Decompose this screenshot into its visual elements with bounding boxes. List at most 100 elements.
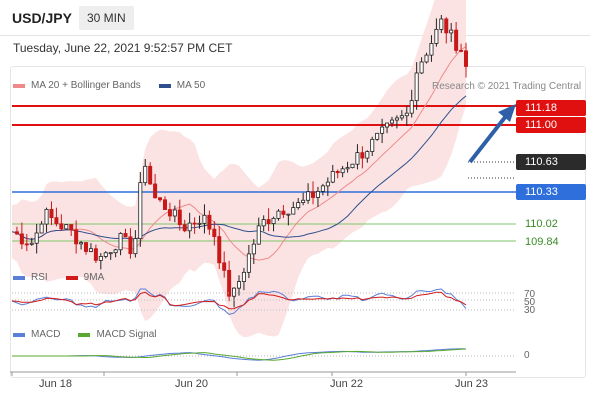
chart-datetime: Tuesday, June 22, 2021 9:52:57 PM CET	[13, 41, 233, 55]
candle-body	[301, 199, 306, 203]
candle-body	[113, 249, 118, 254]
candle-body	[153, 183, 158, 199]
ma20-line	[11, 46, 467, 261]
rsi-ma-label: 9MA	[83, 272, 105, 283]
candle-body	[320, 185, 325, 192]
candle-body	[108, 252, 113, 255]
x-label-jun18: Jun 18	[39, 378, 73, 390]
ma50-line	[11, 95, 467, 240]
resistance-2-tag: 111.18	[516, 100, 586, 116]
x-label-jun22: Jun 22	[330, 378, 364, 390]
top-bar: USD/JPY 30 MIN	[0, 0, 590, 36]
candle-body	[197, 222, 202, 225]
macd-label: MACD	[31, 329, 61, 340]
candle-body	[389, 119, 394, 124]
rsi-tick-30: 30	[524, 305, 536, 316]
candle-body	[148, 165, 153, 185]
candle-body	[158, 197, 163, 201]
candlesticks	[14, 14, 468, 308]
rsi-swatch	[13, 275, 25, 280]
moving-averages	[11, 46, 467, 261]
candle-body	[246, 253, 251, 273]
macd-line	[12, 348, 467, 361]
current-price-tag: 110.63	[516, 154, 586, 170]
candle-body	[350, 163, 355, 169]
rsi-label: RSI	[31, 272, 48, 283]
candle-body	[463, 50, 468, 67]
candle-body	[385, 122, 390, 128]
rsi-tick-50: 50	[524, 297, 536, 308]
candle-body	[232, 287, 237, 297]
support-2-label: 109.84	[525, 236, 559, 248]
candle-body	[88, 248, 93, 252]
candle-body	[236, 281, 241, 289]
rsi-plot	[11, 288, 516, 315]
candle-body	[296, 202, 301, 209]
candle-body	[449, 29, 454, 34]
candle-body	[399, 115, 404, 119]
candle-body	[276, 210, 281, 219]
candle-body	[207, 214, 212, 230]
candle-body	[143, 165, 148, 184]
candle-body	[261, 219, 266, 227]
pair-title: USD/JPY	[12, 10, 72, 26]
candle-body	[281, 210, 286, 215]
candle-body	[98, 256, 103, 261]
candle-body	[84, 242, 89, 252]
candle-body	[291, 207, 296, 215]
x-label-jun23: Jun 23	[455, 378, 489, 390]
candle-body	[34, 232, 39, 244]
ma20-label: MA 20 + Bollinger Bands	[31, 80, 141, 91]
bollinger-bands	[12, 0, 466, 338]
ma20-swatch	[13, 83, 25, 88]
candle-body	[394, 117, 399, 121]
price-legend: MA 20 + Bollinger Bands MA 50	[13, 80, 223, 91]
candle-body	[167, 209, 172, 217]
candle-body	[271, 217, 276, 224]
candle-body	[414, 72, 419, 102]
candle-body	[256, 225, 261, 245]
bollinger-band-fill	[12, 0, 466, 338]
candle-body	[93, 248, 98, 261]
candle-body	[335, 171, 340, 174]
macd-signal-swatch	[78, 332, 91, 337]
candle-body	[251, 243, 256, 255]
candle-body	[409, 100, 414, 114]
candle-body	[429, 43, 434, 56]
candle-body	[172, 209, 177, 217]
candle-body	[325, 181, 330, 187]
candle-body	[266, 219, 271, 224]
macd-signal-line	[12, 348, 467, 361]
research-credit: Research © 2021 Trading Central	[432, 81, 582, 92]
candle-body	[182, 224, 187, 232]
candle-body	[212, 228, 217, 237]
candle-body	[286, 213, 291, 216]
candle-body	[241, 271, 246, 282]
candle-body	[419, 61, 424, 74]
candle-body	[306, 191, 311, 201]
candle-body	[222, 262, 227, 271]
candle-body	[192, 222, 197, 225]
candle-body	[29, 242, 34, 245]
candle-body	[69, 224, 74, 231]
x-axis	[10, 371, 516, 376]
forecast-arrow-shaft	[468, 114, 508, 164]
ma50-swatch	[158, 83, 171, 88]
candle-body	[54, 217, 59, 225]
candle-body	[202, 214, 207, 224]
candle-body	[59, 223, 64, 230]
candle-body	[370, 138, 375, 152]
candle-body	[454, 29, 459, 51]
candle-body	[49, 208, 54, 219]
pivot-tag: 110.33	[516, 184, 586, 200]
candle-body	[64, 224, 69, 230]
timeframe-button[interactable]: 30 MIN	[79, 6, 134, 30]
macd-legend: MACD MACD Signal	[13, 329, 174, 340]
candle-body	[444, 18, 449, 34]
candle-body	[162, 199, 167, 210]
candle-body	[24, 243, 29, 246]
rsi-line	[11, 288, 467, 315]
ma50-label: MA 50	[176, 80, 206, 91]
candle-body	[39, 223, 44, 234]
